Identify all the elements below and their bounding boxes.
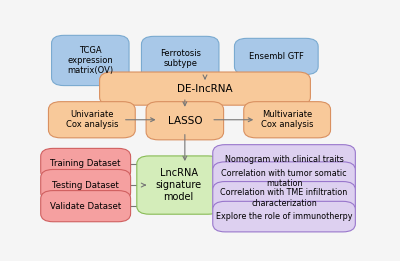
FancyBboxPatch shape	[41, 169, 131, 201]
FancyBboxPatch shape	[213, 162, 355, 195]
Text: LncRNA
signature
model: LncRNA signature model	[156, 168, 202, 202]
FancyBboxPatch shape	[142, 36, 219, 81]
FancyBboxPatch shape	[48, 102, 135, 138]
Text: TCGA
expression
matrix(OV): TCGA expression matrix(OV)	[67, 46, 113, 75]
Text: Multivariate
Cox analysis: Multivariate Cox analysis	[261, 110, 314, 129]
FancyBboxPatch shape	[146, 102, 224, 140]
Text: Correlation with TME infiltration
characterization: Correlation with TME infiltration charac…	[220, 188, 348, 208]
Text: Validate Dataset: Validate Dataset	[50, 202, 121, 211]
Text: Training Dataset: Training Dataset	[50, 159, 121, 168]
Text: Univariate
Cox analysis: Univariate Cox analysis	[66, 110, 118, 129]
FancyBboxPatch shape	[41, 191, 131, 222]
Text: Testing Dataset: Testing Dataset	[52, 181, 119, 189]
FancyBboxPatch shape	[234, 38, 318, 75]
FancyBboxPatch shape	[41, 149, 131, 180]
FancyBboxPatch shape	[137, 156, 220, 214]
Text: Ferrotosis
subtype: Ferrotosis subtype	[160, 49, 201, 68]
Text: Correlation with tumor somatic
mutation: Correlation with tumor somatic mutation	[221, 169, 347, 188]
FancyBboxPatch shape	[100, 72, 310, 105]
FancyBboxPatch shape	[244, 102, 330, 138]
Text: Ensembl GTF: Ensembl GTF	[249, 52, 304, 61]
Text: LASSO: LASSO	[168, 116, 202, 126]
FancyBboxPatch shape	[213, 182, 355, 215]
Text: Nomogram with clinical traits: Nomogram with clinical traits	[225, 156, 344, 164]
FancyBboxPatch shape	[213, 145, 355, 175]
Text: Explore the role of immunotherpy: Explore the role of immunotherpy	[216, 212, 352, 221]
FancyBboxPatch shape	[213, 201, 355, 232]
Text: DE-lncRNA: DE-lncRNA	[177, 84, 233, 94]
FancyBboxPatch shape	[52, 35, 129, 86]
